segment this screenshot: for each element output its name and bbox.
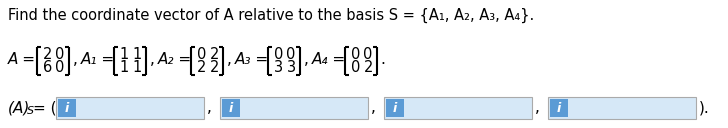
Text: 3: 3	[287, 60, 296, 74]
Text: 0: 0	[55, 60, 65, 74]
Text: (A): (A)	[8, 100, 31, 115]
Bar	[384, 97, 532, 119]
Text: 0: 0	[274, 47, 283, 62]
Text: A₁ =: A₁ =	[81, 52, 115, 67]
Text: A₄ =: A₄ =	[312, 52, 346, 67]
Text: i: i	[393, 102, 397, 115]
Bar	[386, 99, 404, 117]
Bar	[220, 97, 368, 119]
Bar	[58, 99, 76, 117]
Text: ,: ,	[73, 52, 78, 67]
Text: 0: 0	[363, 47, 373, 62]
Text: ).: ).	[699, 100, 710, 115]
Text: i: i	[557, 102, 561, 115]
Text: A₂ =: A₂ =	[158, 52, 192, 67]
Text: 0: 0	[286, 47, 296, 62]
Text: S: S	[27, 106, 34, 116]
Text: 1: 1	[120, 60, 129, 74]
Text: 2: 2	[43, 47, 52, 62]
Text: ,: ,	[207, 100, 212, 115]
Text: .: .	[380, 52, 385, 67]
Text: 3: 3	[274, 60, 283, 74]
Bar	[56, 97, 204, 119]
Text: ,: ,	[227, 52, 232, 67]
Bar	[550, 99, 568, 117]
Text: A =: A =	[8, 52, 36, 67]
Text: i: i	[229, 102, 233, 115]
Text: Find the coordinate vector of A relative to the basis S = {A₁, A₂, A₃, A₄}.: Find the coordinate vector of A relative…	[8, 8, 534, 23]
Text: 2: 2	[197, 60, 206, 74]
Bar	[222, 99, 240, 117]
Text: 2: 2	[210, 60, 219, 74]
Text: 1: 1	[132, 47, 142, 62]
Text: 2: 2	[210, 47, 219, 62]
Text: 0: 0	[197, 47, 206, 62]
Text: ,: ,	[150, 52, 155, 67]
Text: 0: 0	[351, 47, 360, 62]
Text: = (: = (	[33, 100, 57, 115]
Text: 1: 1	[132, 60, 142, 74]
Text: ,: ,	[304, 52, 309, 67]
Text: 2: 2	[363, 60, 373, 74]
Text: ,: ,	[535, 100, 540, 115]
Bar	[548, 97, 696, 119]
Text: i: i	[65, 102, 69, 115]
Text: 0: 0	[351, 60, 360, 74]
Text: A₃ =: A₃ =	[235, 52, 269, 67]
Text: ,: ,	[371, 100, 376, 115]
Text: 0: 0	[55, 47, 65, 62]
Text: 1: 1	[120, 47, 129, 62]
Text: 6: 6	[43, 60, 52, 74]
